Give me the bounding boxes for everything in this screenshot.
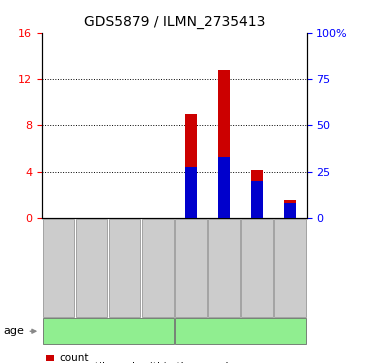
Text: percentile rank within the sample: percentile rank within the sample: [59, 362, 235, 363]
Bar: [251, 181, 263, 218]
Text: GSM1847069: GSM1847069: [120, 240, 129, 296]
Text: GSM1847066: GSM1847066: [285, 240, 295, 296]
Text: young: young: [91, 326, 126, 336]
Text: GSM1847070: GSM1847070: [153, 240, 162, 296]
Bar: [251, 170, 263, 218]
Bar: [185, 114, 197, 218]
Bar: [185, 167, 197, 218]
Text: GSM1847064: GSM1847064: [219, 240, 228, 296]
Bar: [284, 200, 296, 218]
Text: GSM1847067: GSM1847067: [54, 240, 63, 296]
Text: GSM1847063: GSM1847063: [186, 240, 195, 296]
Text: GSM1847065: GSM1847065: [253, 240, 261, 296]
Bar: [218, 157, 230, 218]
Title: GDS5879 / ILMN_2735413: GDS5879 / ILMN_2735413: [84, 15, 265, 29]
Text: middle age: middle age: [209, 326, 272, 336]
Text: age: age: [4, 326, 24, 336]
Text: count: count: [59, 353, 89, 363]
Bar: [284, 203, 296, 218]
Text: GSM1847068: GSM1847068: [87, 240, 96, 296]
Bar: [218, 70, 230, 218]
